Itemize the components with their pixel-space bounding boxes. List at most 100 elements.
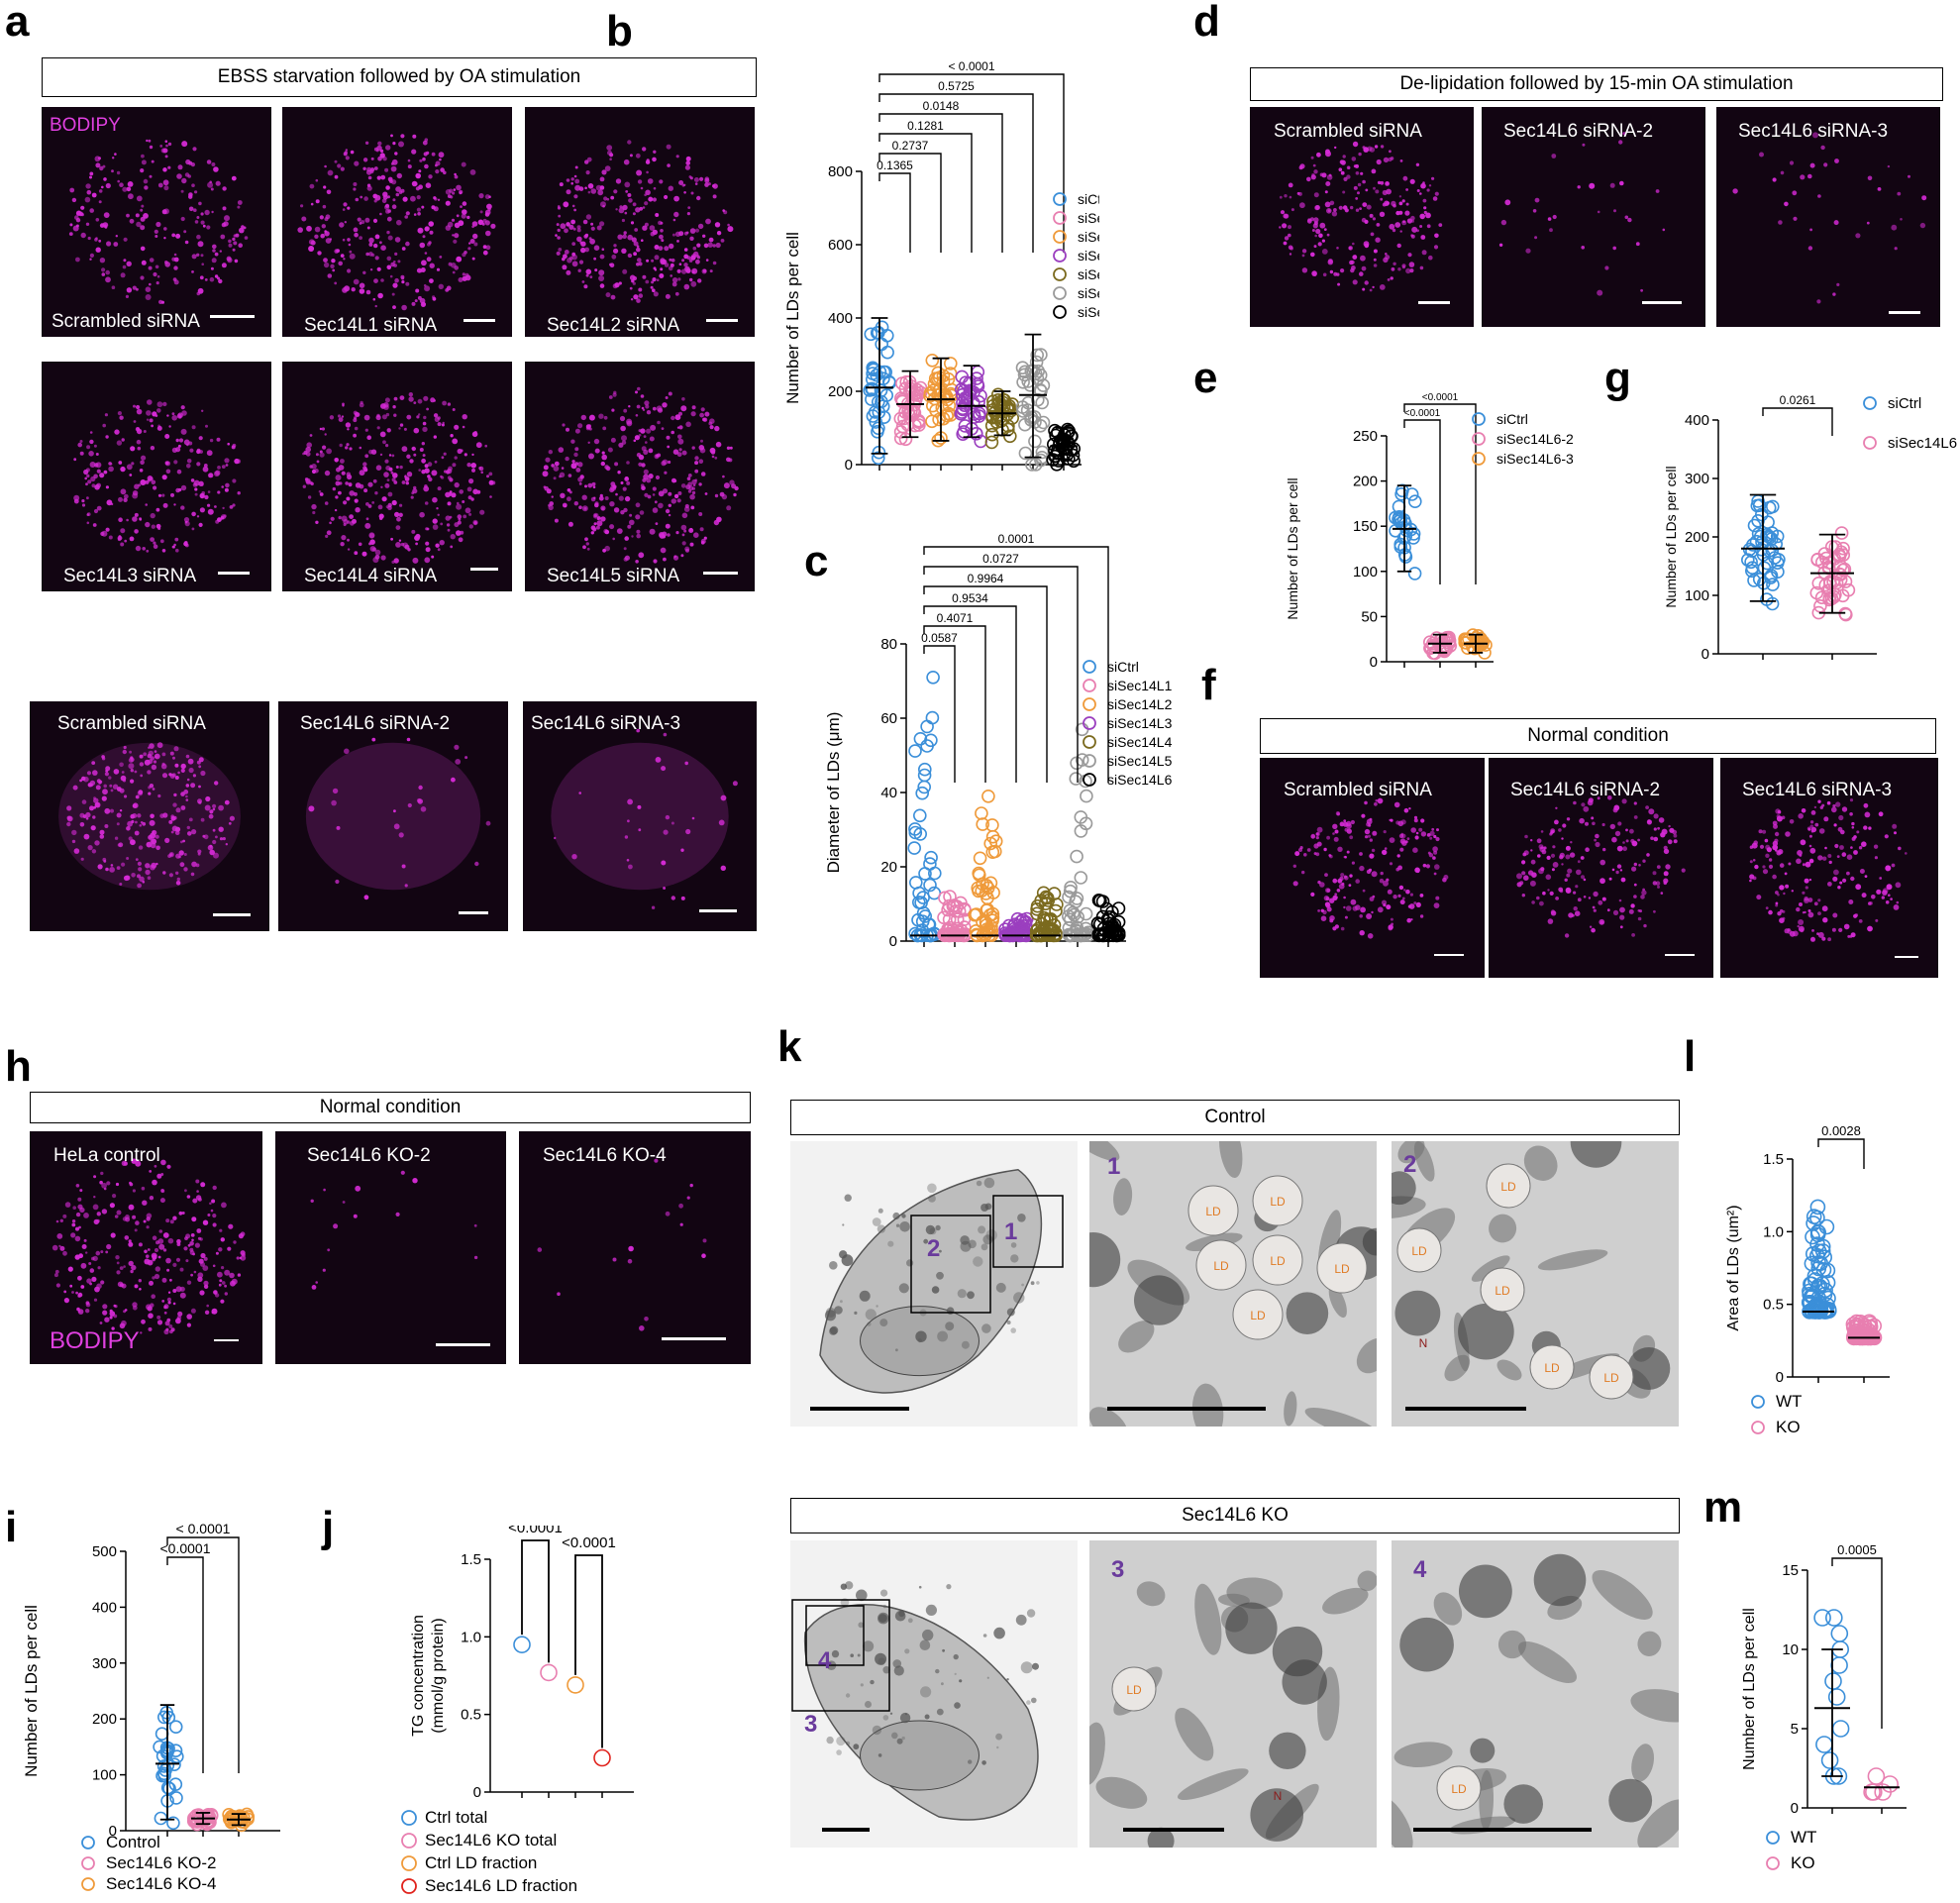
legend-marker [401,1810,417,1826]
lipid-droplet [399,395,405,400]
lipid-droplet [668,460,671,465]
lipid-droplet [342,1201,346,1204]
lipid-droplet [546,488,552,494]
lipid-droplet [393,261,396,264]
lipid-droplet [143,178,149,184]
lipid-droplet [1812,132,1818,139]
micrograph-label: HeLa control [53,1145,160,1166]
lipid-droplet [557,236,561,240]
lipid-droplet [562,264,567,270]
lipid-droplet [1369,213,1374,218]
lipid-droplet [1851,826,1855,829]
lipid-droplet [337,163,342,168]
data-point [968,907,981,922]
lipid-droplet [687,489,692,493]
lipid-droplet [1778,220,1783,225]
lipid-droplet [1325,181,1331,186]
em-ko-inset-3: LD N 3 [1089,1540,1377,1848]
lipid-droplet [92,523,97,527]
lipid-droplet [375,465,382,471]
lipid-droplet [217,276,220,280]
lipid-droplet [394,152,398,156]
lipid-droplet [130,779,135,784]
lipid-droplet [135,820,138,824]
legend-marker [1083,660,1096,674]
lipid-droplet [636,728,640,733]
lipid-droplet [702,234,706,238]
lipid-droplet [661,239,665,243]
lipid-droplet [434,197,438,201]
panel-letter-b: b [606,7,633,55]
lipid-droplet [1805,886,1808,890]
lipid-droplet [1312,223,1318,229]
organelle [846,1741,851,1745]
lipid-droplet [1397,865,1402,871]
lipid-droplet [1564,878,1568,882]
legend-marker [1053,211,1067,225]
lipid-droplet [334,174,339,179]
lipid-droplet [626,418,633,425]
lipid-droplet [1388,924,1393,930]
lipid-droplet [484,194,490,200]
lipid-droplet [178,855,181,859]
lipid-droplet [131,1264,137,1271]
lipid-droplet [439,256,443,259]
em-texture: LDN [1089,1570,1377,1848]
lipid-droplet [202,224,206,228]
lipid-droplet [155,862,158,866]
lipid-droplet [155,414,158,417]
lipid-droplet [619,415,626,422]
lipid-droplet [596,520,603,527]
micrograph-label: Sec14L4 siRNA [304,566,438,586]
lipid-droplet [676,268,681,273]
lipid-droplet [1663,878,1669,884]
lipid-droplet [640,483,645,487]
lipid-droplet [677,434,682,440]
organelle [895,1223,900,1227]
lipid-droplet [1824,846,1827,850]
lipid-droplet [162,502,168,508]
lipid-droplet [680,524,687,531]
lipid-droplet [242,1252,246,1257]
lipid-droplet [1545,874,1552,881]
lipid-droplet [201,483,204,486]
lipid-droplet [1313,217,1319,223]
lipid-droplet [151,159,155,163]
lipid-droplet [171,545,175,549]
lipid-droplet [162,871,166,875]
lipid-droplet [480,471,483,475]
lipid-droplet [200,817,205,822]
lipid-droplet [407,802,412,808]
lipid-droplet [1410,827,1416,833]
lipid-droplet [395,1212,400,1216]
y-tick-label: 400 [828,310,853,327]
lipid-droplet [1827,937,1831,942]
lipid-droplet [1350,267,1355,273]
data-point [1829,576,1844,590]
lipid-droplet [191,425,196,430]
lipid-droplet [593,257,596,261]
lipid-droplet [1319,882,1325,888]
lipid-droplet [1400,833,1406,839]
lipid-droplet [599,254,605,260]
lipid-droplet [1379,878,1385,884]
lipid-droplet [588,237,592,241]
lipid-droplet [168,425,171,428]
lipid-droplet [93,1298,98,1302]
lipid-droplet [191,511,196,517]
lipid-droplet [330,516,335,521]
lipid-droplet [610,195,615,200]
lipid-droplet [191,1238,194,1242]
lipid-droplet [1809,228,1812,232]
lipid-droplet [221,1202,227,1209]
lipid-droplet [159,539,164,544]
lipid-droplet [353,491,358,496]
lipid-droplet [1853,913,1858,918]
lipid-droplet [1410,918,1413,921]
lipid-droplet [371,501,375,504]
data-point [1017,368,1032,382]
lipid-droplet [1398,195,1402,198]
lipid-droplet [404,215,408,219]
